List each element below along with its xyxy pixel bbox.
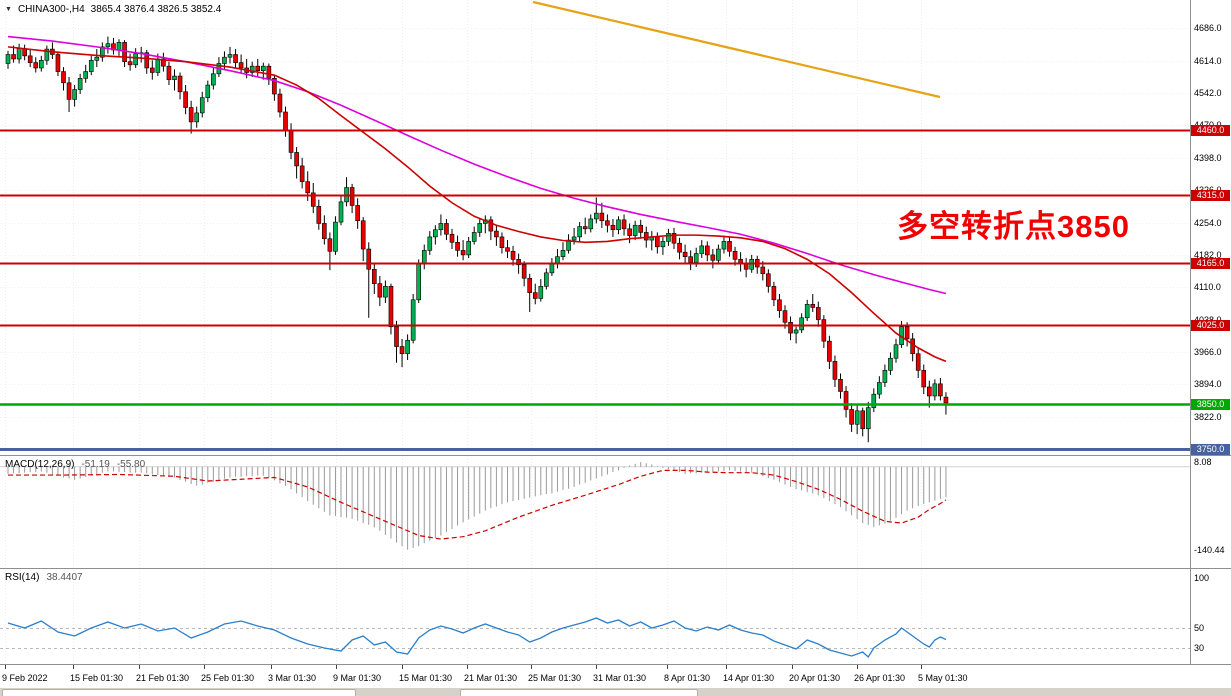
macd-name-label: MACD(12,26,9)	[5, 459, 75, 470]
macd-signal-value: -55.80	[116, 459, 146, 470]
time-tick-label: 5 May 01:30	[918, 673, 968, 683]
price-tick-label: 3894.0	[1194, 379, 1222, 389]
price-level-label: 3850.0	[1191, 399, 1230, 410]
price-level-label: 4315.0	[1191, 190, 1230, 201]
time-tick-label: 31 Mar 01:30	[593, 673, 647, 683]
price-level-label: 4025.0	[1191, 320, 1230, 331]
time-tick-label: 21 Mar 01:30	[464, 673, 518, 683]
price-axis[interactable]	[1191, 0, 1231, 664]
time-tick-label: 26 Apr 01:30	[854, 673, 906, 683]
symbol-marker-icon: ▼	[5, 6, 12, 13]
time-tick-label: 25 Mar 01:30	[528, 673, 582, 683]
time-tick-label: 14 Apr 01:30	[723, 673, 775, 683]
macd-axis-max-label: 8.08	[1194, 457, 1212, 467]
price-tick-label: 4398.0	[1194, 153, 1222, 163]
time-tick-label: 21 Feb 01:30	[136, 673, 190, 683]
rsi-value: 38.4407	[46, 572, 83, 583]
symbol-period-label: CHINA300-,H4	[17, 4, 85, 15]
time-tick-label: 25 Feb 01:30	[201, 673, 255, 683]
rsi-axis-label: 30	[1194, 643, 1205, 653]
time-tick-label: 9 Feb 2022	[2, 673, 48, 683]
price-tick-label: 4542.0	[1194, 88, 1222, 98]
time-tick-label: 20 Apr 01:30	[789, 673, 841, 683]
annotation-text: 多空转折点3850	[897, 209, 1130, 244]
price-tick-label: 4686.0	[1194, 23, 1222, 33]
macd-main-value: -51.19	[81, 459, 110, 470]
macd-panel[interactable]	[0, 456, 1190, 568]
chart-tab-2[interactable]	[460, 689, 698, 696]
price-tick-label: 3966.0	[1194, 347, 1222, 357]
price-tick-label: 4614.0	[1194, 56, 1222, 66]
price-level-label: 4460.0	[1191, 125, 1230, 136]
time-tick-label: 9 Mar 01:30	[333, 673, 382, 683]
rsi-axis-label: 100	[1194, 573, 1210, 583]
rsi-axis-label: 50	[1194, 623, 1205, 633]
macd-axis-min-label: -140.44	[1194, 545, 1225, 555]
chart-title: ▼ CHINA300-,H4 3865.4 3876.4 3826.5 3852…	[5, 4, 221, 15]
price-tick-label: 4182.0	[1194, 250, 1222, 260]
price-tick-label: 4254.0	[1194, 218, 1222, 228]
chart-tab-1[interactable]	[2, 689, 356, 696]
price-tick-label: 3822.0	[1194, 412, 1222, 422]
price-tick-label: 4110.0	[1194, 282, 1221, 292]
quote-ohlc-label: 3865.4 3876.4 3826.5 3852.4	[90, 4, 222, 15]
price-level-label: 3750.0	[1191, 444, 1230, 455]
rsi-panel[interactable]	[0, 569, 1190, 664]
time-tick-label: 8 Apr 01:30	[664, 673, 711, 683]
rsi-name-label: RSI(14)	[5, 572, 40, 583]
rsi-indicator-label: RSI(14) 38.4407	[5, 572, 83, 583]
time-tick-label: 15 Feb 01:30	[70, 673, 124, 683]
time-tick-label: 15 Mar 01:30	[399, 673, 453, 683]
macd-indicator-label: MACD(12,26,9) -51.19 -55.80	[5, 459, 145, 470]
price-level-label: 4165.0	[1191, 258, 1230, 269]
time-tick-label: 3 Mar 01:30	[268, 673, 317, 683]
